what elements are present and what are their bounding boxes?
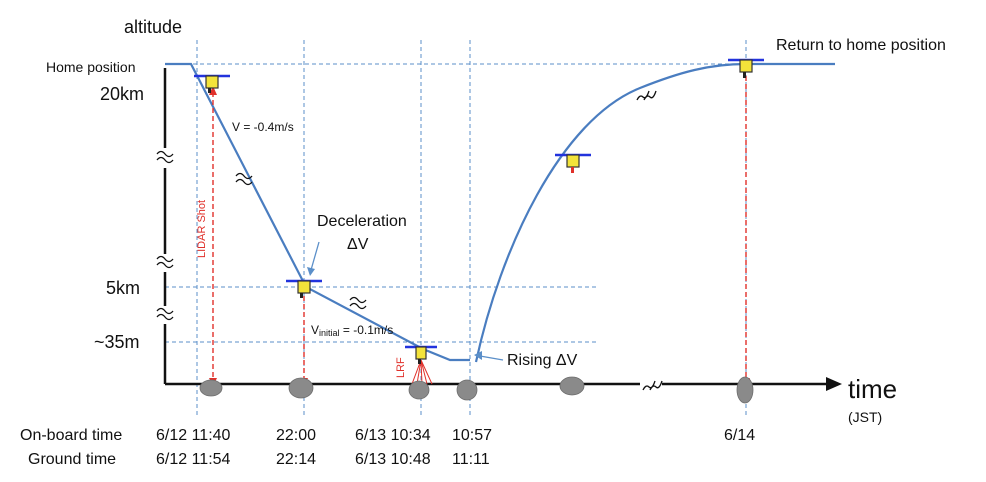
y-axis-break-1 (156, 150, 174, 164)
altitude-label-5km: 5km (106, 278, 140, 298)
trajectory-break-3 (636, 90, 657, 101)
spacecraft-icon (405, 345, 437, 364)
spacecraft-icon (728, 58, 764, 78)
descent-trajectory (165, 62, 470, 362)
altitude-label-35m: ~35m (94, 332, 140, 352)
spacecraft-icon (555, 153, 591, 173)
ground-rock (408, 380, 430, 400)
initial-velocity-label: Vinitial = -0.1m/s (311, 323, 393, 338)
x-axis-title: time (848, 374, 897, 404)
spacecraft-icon (286, 279, 322, 298)
deceleration-label: Deceleration (317, 213, 407, 230)
ground-time-1: 6/12 11:54 (156, 451, 231, 468)
descent-velocity-label: V = -0.4m/s (232, 120, 294, 134)
ground-time-4: 11:11 (452, 451, 490, 468)
rising-pointer-head (474, 351, 482, 360)
deceleration-pointer-head (307, 267, 315, 276)
lidar-shot-label: LIDAR Shot (196, 200, 208, 258)
x-axis-unit: (JST) (848, 409, 882, 425)
ground-rock (736, 376, 754, 404)
lrf-label: LRF (395, 357, 407, 378)
spacecraft-icon (194, 74, 230, 93)
rising-delta-label: Rising ΔV (507, 352, 578, 369)
ground-time-2: 22:14 (276, 451, 316, 468)
onboard-time-5: 6/14 (724, 427, 755, 444)
ascent-trajectory (474, 62, 835, 363)
onboard-time-3: 6/13 10:34 (355, 427, 431, 444)
trajectory-break-2 (349, 296, 367, 310)
ground-rock (199, 379, 223, 397)
altitude-label-20km: 20km (100, 84, 144, 104)
y-axis-title: altitude (124, 17, 182, 37)
return-home-label: Return to home position (776, 37, 946, 54)
onboard-time-4: 10:57 (452, 427, 492, 444)
altitude-label-home: Home position (46, 59, 136, 75)
trajectory-break-1 (235, 172, 253, 186)
ground-time-3: 6/13 10:48 (355, 451, 431, 468)
onboard-time-1: 6/12 11:40 (156, 427, 231, 444)
onboard-time-label: On-board time (20, 427, 122, 444)
deceleration-delta-label: ΔV (347, 236, 369, 253)
y-axis-break-2 (156, 255, 174, 269)
lrf-beams (411, 359, 433, 385)
ground-rock (559, 376, 585, 396)
onboard-time-2: 22:00 (276, 427, 316, 444)
ground-rock (456, 379, 478, 401)
x-axis-break (642, 380, 663, 391)
ground-time-label: Ground time (28, 451, 116, 468)
deceleration-pointer (310, 241, 320, 271)
ground-rock (288, 377, 314, 399)
x-axis-arrow (826, 377, 842, 391)
y-axis-break-3 (156, 307, 174, 321)
rising-pointer (479, 355, 504, 361)
